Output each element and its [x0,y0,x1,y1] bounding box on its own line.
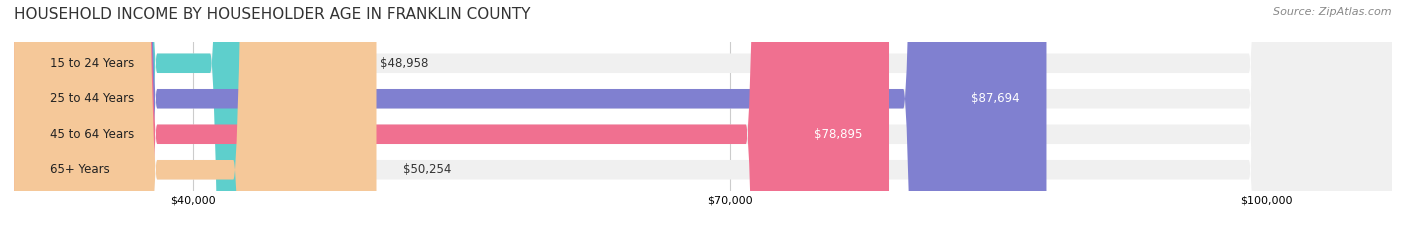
Text: 65+ Years: 65+ Years [49,163,110,176]
Text: $48,958: $48,958 [380,57,429,70]
FancyBboxPatch shape [14,0,1392,233]
Text: Source: ZipAtlas.com: Source: ZipAtlas.com [1274,7,1392,17]
Text: $87,694: $87,694 [972,92,1019,105]
FancyBboxPatch shape [14,0,377,233]
FancyBboxPatch shape [14,0,1392,233]
Text: HOUSEHOLD INCOME BY HOUSEHOLDER AGE IN FRANKLIN COUNTY: HOUSEHOLD INCOME BY HOUSEHOLDER AGE IN F… [14,7,530,22]
FancyBboxPatch shape [14,0,889,233]
Text: 15 to 24 Years: 15 to 24 Years [49,57,134,70]
FancyBboxPatch shape [14,0,1046,233]
Text: 45 to 64 Years: 45 to 64 Years [49,128,134,141]
Text: $50,254: $50,254 [404,163,451,176]
FancyBboxPatch shape [14,0,1392,233]
FancyBboxPatch shape [14,0,1392,233]
Text: 25 to 44 Years: 25 to 44 Years [49,92,134,105]
Text: $78,895: $78,895 [814,128,862,141]
FancyBboxPatch shape [14,0,353,233]
